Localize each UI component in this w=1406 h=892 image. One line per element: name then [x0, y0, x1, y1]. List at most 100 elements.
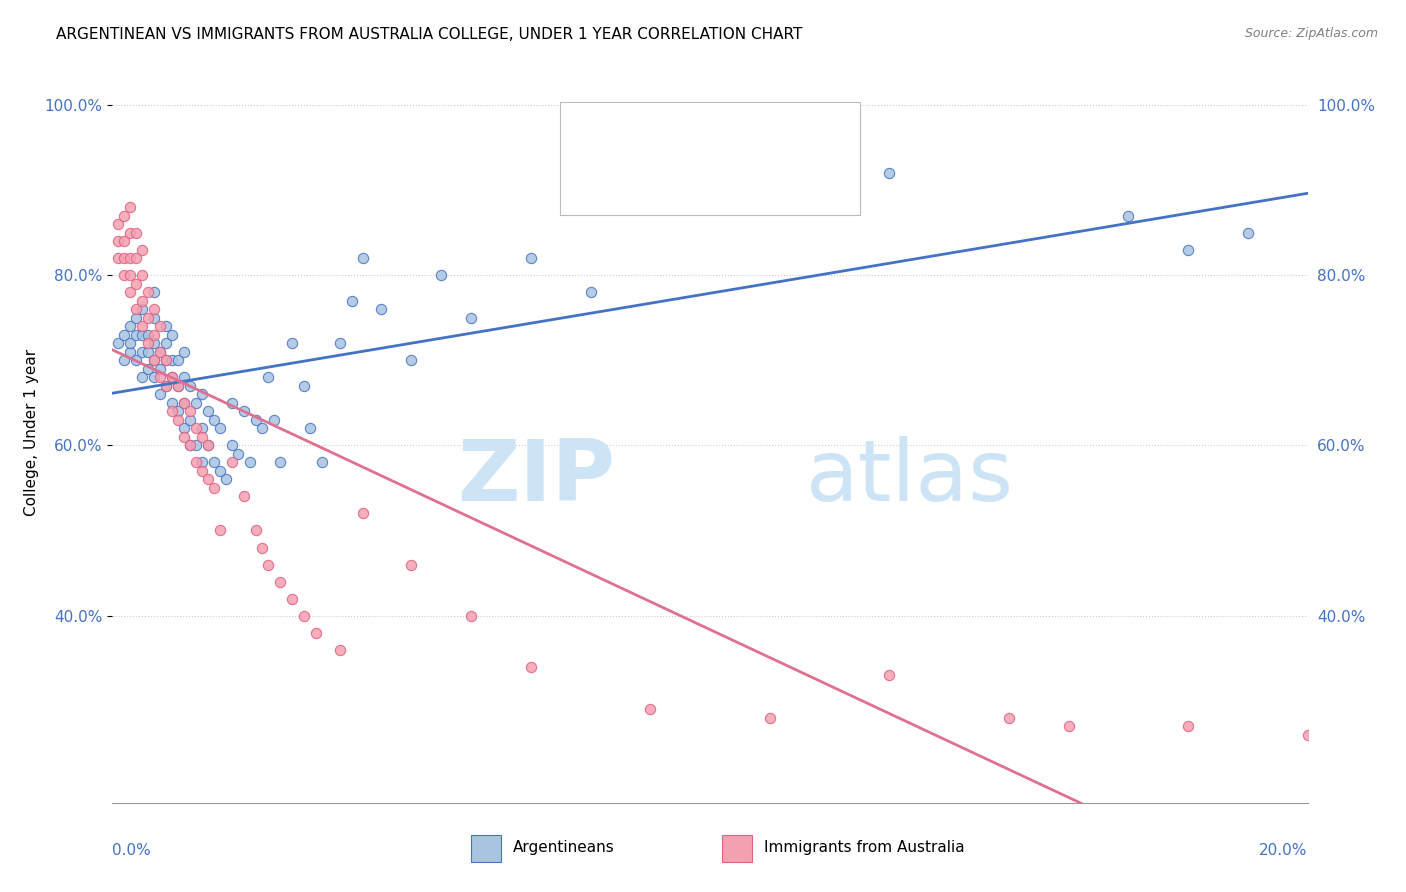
- Point: [370, 302, 392, 317]
- Point: [173, 430, 195, 444]
- Text: N = 68: N = 68: [733, 172, 796, 191]
- Point: [209, 421, 232, 435]
- Point: [114, 234, 135, 248]
- Point: [1177, 719, 1199, 733]
- Point: [640, 702, 662, 716]
- Point: [191, 464, 214, 478]
- Point: [269, 574, 291, 589]
- Point: [329, 336, 352, 351]
- Point: [257, 370, 280, 384]
- Point: [143, 353, 166, 368]
- Point: [221, 396, 243, 410]
- Point: [131, 268, 153, 283]
- Text: Immigrants from Australia: Immigrants from Australia: [763, 840, 965, 855]
- Point: [125, 353, 148, 368]
- Point: [1057, 719, 1080, 733]
- Text: ZIP: ZIP: [457, 435, 614, 518]
- Point: [250, 541, 273, 555]
- Point: [191, 430, 214, 444]
- Point: [520, 659, 543, 673]
- Point: [131, 344, 153, 359]
- Point: [186, 396, 208, 410]
- Point: [120, 226, 142, 240]
- Point: [149, 387, 172, 401]
- Point: [340, 293, 363, 308]
- Point: [114, 209, 135, 223]
- Text: Argentineans: Argentineans: [513, 840, 614, 855]
- Point: [329, 642, 352, 657]
- Point: [167, 379, 190, 393]
- Point: [107, 234, 129, 248]
- Point: [759, 711, 782, 725]
- Point: [1296, 728, 1319, 742]
- Point: [114, 251, 135, 265]
- Point: [143, 353, 166, 368]
- Point: [143, 370, 166, 384]
- Point: [197, 438, 219, 452]
- Point: [186, 421, 208, 435]
- Text: 0.194: 0.194: [655, 128, 709, 146]
- Y-axis label: College, Under 1 year: College, Under 1 year: [24, 349, 39, 516]
- Bar: [471, 835, 501, 862]
- Point: [173, 421, 195, 435]
- Bar: [723, 835, 752, 862]
- Point: [250, 421, 273, 435]
- Point: [1177, 243, 1199, 257]
- Point: [173, 396, 195, 410]
- Point: [120, 268, 142, 283]
- Point: [179, 404, 201, 418]
- Point: [131, 370, 153, 384]
- Point: [120, 285, 142, 300]
- Point: [173, 396, 195, 410]
- Point: [430, 268, 453, 283]
- Point: [699, 200, 721, 214]
- Point: [162, 370, 183, 384]
- Point: [305, 625, 328, 640]
- Point: [292, 379, 315, 393]
- Point: [167, 404, 190, 418]
- Text: atlas: atlas: [806, 435, 1014, 518]
- Point: [281, 336, 304, 351]
- Point: [131, 319, 153, 334]
- Point: [155, 353, 177, 368]
- Point: [879, 668, 901, 682]
- Text: R =: R =: [610, 174, 638, 189]
- Point: [143, 327, 166, 342]
- Point: [179, 379, 201, 393]
- Point: [281, 591, 304, 606]
- Point: [292, 608, 315, 623]
- Point: [155, 336, 177, 351]
- Point: [263, 413, 285, 427]
- Point: [125, 277, 148, 291]
- Point: [245, 524, 267, 538]
- Point: [143, 302, 166, 317]
- Point: [107, 251, 129, 265]
- Point: [162, 404, 183, 418]
- Point: [209, 464, 232, 478]
- Text: ARGENTINEAN VS IMMIGRANTS FROM AUSTRALIA COLLEGE, UNDER 1 YEAR CORRELATION CHART: ARGENTINEAN VS IMMIGRANTS FROM AUSTRALIA…: [56, 27, 803, 42]
- Point: [239, 455, 262, 469]
- Point: [138, 336, 160, 351]
- Point: [149, 344, 172, 359]
- Point: [155, 353, 177, 368]
- Point: [186, 455, 208, 469]
- Point: [155, 319, 177, 334]
- Point: [143, 336, 166, 351]
- Point: [131, 293, 153, 308]
- Point: [460, 310, 482, 325]
- Point: [353, 507, 375, 521]
- Point: [125, 226, 148, 240]
- Point: [155, 379, 177, 393]
- Point: [298, 421, 321, 435]
- Point: [215, 472, 238, 486]
- Point: [162, 353, 183, 368]
- Point: [138, 285, 160, 300]
- Point: [221, 455, 243, 469]
- Point: [269, 455, 291, 469]
- Point: [120, 344, 142, 359]
- Point: [579, 285, 602, 300]
- Point: [401, 353, 423, 368]
- Point: [162, 327, 183, 342]
- Point: [191, 421, 214, 435]
- Point: [120, 200, 142, 214]
